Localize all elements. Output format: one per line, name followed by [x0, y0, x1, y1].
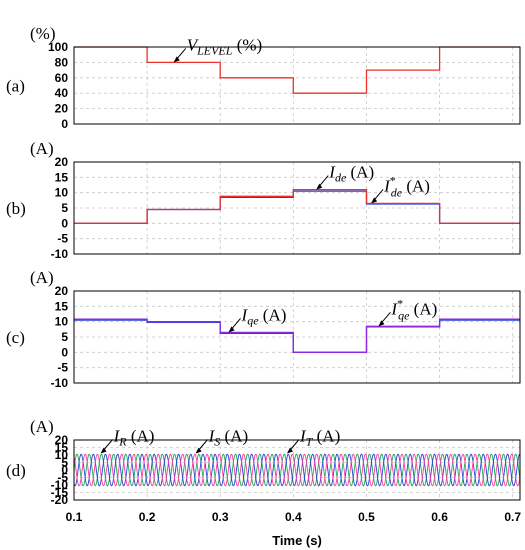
y-tick-label: -5	[57, 361, 68, 375]
y-tick-label: 0	[61, 345, 68, 359]
annotation-label: Ide (A)	[328, 163, 374, 185]
annotation-arrowhead	[287, 447, 294, 454]
unit-label: (A)	[30, 417, 54, 436]
x-tick-label: 0.5	[358, 510, 375, 524]
y-tick-label: 100	[48, 40, 68, 54]
y-tick-label: 20	[55, 155, 69, 169]
y-tick-label: -5	[57, 232, 68, 246]
y-tick-label: 20	[55, 433, 69, 447]
annotation-arrowhead	[378, 320, 385, 327]
unit-label: (A)	[30, 139, 54, 158]
series-line-ide	[74, 190, 520, 224]
plot-frame	[73, 161, 521, 255]
annotation-label: I* de (A)	[383, 173, 430, 199]
panel-label: (a)	[6, 77, 25, 96]
annotation-arrowhead	[195, 447, 202, 454]
annotation-arrowhead	[100, 447, 107, 454]
y-tick-label: -10	[51, 247, 69, 261]
plot-frame	[73, 439, 521, 501]
y-tick-label: 10	[55, 315, 69, 329]
y-tick-label: -20	[51, 493, 69, 507]
y-tick-label: 0	[61, 463, 68, 477]
annotation-arrowhead	[228, 326, 235, 333]
y-tick-label: -15	[51, 486, 69, 500]
y-tick-label: 10	[55, 448, 69, 462]
y-tick-label: -10	[51, 376, 69, 390]
y-tick-label: 15	[55, 441, 69, 455]
y-tick-label: 60	[55, 71, 69, 85]
y-tick-label: -10	[51, 478, 69, 492]
y-tick-label: 15	[55, 299, 69, 313]
series-line-iqe	[74, 318, 520, 353]
y-tick-label: 0	[61, 216, 68, 230]
x-tick-label: 0.7	[504, 510, 521, 524]
y-tick-label: 0	[61, 117, 68, 131]
series-line-is	[73, 453, 521, 487]
series-line-vlevel	[74, 46, 520, 94]
x-axis-title: Time (s)	[272, 533, 322, 548]
plot-frame	[73, 46, 521, 125]
annotation-arrowhead	[371, 197, 378, 204]
y-tick-label: 20	[55, 284, 69, 298]
x-tick-label: 0.6	[431, 510, 448, 524]
annotation-label: IT (A)	[299, 427, 340, 449]
y-tick-label: 40	[55, 86, 69, 100]
y-tick-label: 10	[55, 186, 69, 200]
x-tick-label: 0.1	[66, 510, 83, 524]
annotation-label: IS (A)	[208, 427, 249, 449]
series-line-it	[73, 453, 521, 487]
panel-label: (c)	[6, 328, 25, 347]
unit-label: (A)	[30, 268, 54, 287]
y-tick-label: 5	[61, 330, 68, 344]
panel-label: (b)	[6, 199, 26, 218]
y-tick-label: 80	[55, 55, 69, 69]
x-tick-label: 0.3	[212, 510, 229, 524]
y-tick-label: 5	[61, 456, 68, 470]
y-tick-label: 5	[61, 201, 68, 215]
series-line-iqe	[74, 319, 520, 353]
x-axis: 0.1 0.2 0.3 0.4 0.5 0.6 0.7	[66, 510, 522, 524]
annotation-arrowhead	[316, 183, 323, 190]
annotation-label: VLEVEL (%)	[187, 35, 262, 57]
annotation-arrowhead	[173, 56, 180, 63]
unit-label: (%)	[30, 24, 55, 43]
y-tick-label: 20	[55, 102, 69, 116]
x-tick-label: 0.2	[139, 510, 156, 524]
y-tick-label: -5	[57, 471, 68, 485]
annotation-label: I* qe (A)	[390, 296, 437, 322]
x-tick-label: 0.4	[285, 510, 302, 524]
annotation-label: Iqe (A)	[241, 305, 287, 327]
panel-label: (d)	[6, 461, 26, 480]
annotation-label: IR (A)	[113, 427, 155, 449]
series-line-ide	[74, 188, 520, 224]
plot-frame	[73, 290, 521, 384]
y-tick-label: 15	[55, 170, 69, 184]
